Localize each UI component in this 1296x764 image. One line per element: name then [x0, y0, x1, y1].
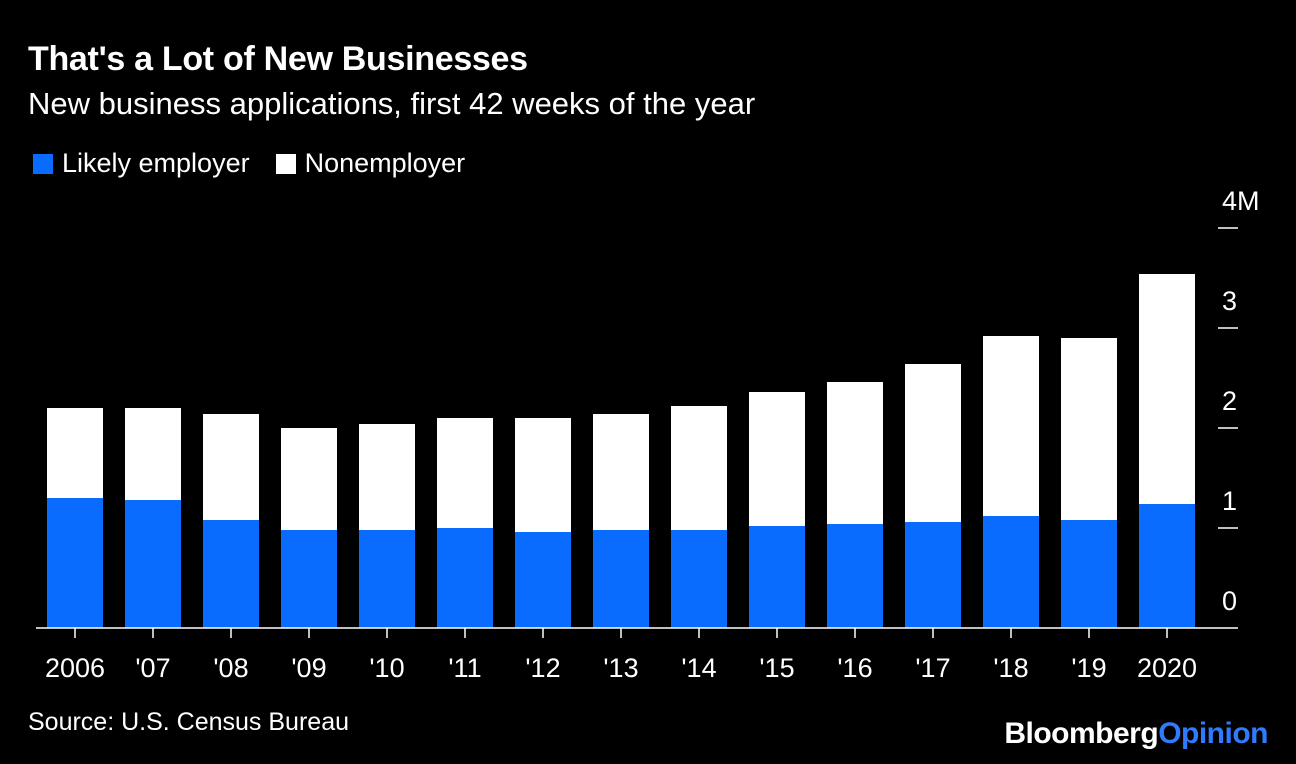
x-tick-label: '13: [603, 653, 638, 683]
bar-employer-4: [359, 530, 415, 628]
bar-nonemployer-8: [671, 406, 727, 530]
bar-employer-14: [1139, 504, 1195, 628]
bar-employer-9: [749, 526, 805, 628]
legend-label-nonemployer: Nonemployer: [304, 148, 466, 178]
x-tick-label: '10: [369, 653, 404, 683]
chart-subtitle: New business applications, first 42 week…: [28, 86, 756, 121]
x-tick-label: '07: [135, 653, 170, 683]
x-tick-label: '15: [759, 653, 794, 683]
bar-employer-2: [203, 520, 259, 628]
bar-nonemployer-3: [281, 428, 337, 530]
legend-item-nonemployer: Nonemployer: [275, 148, 466, 179]
bar-nonemployer-14: [1139, 274, 1195, 504]
x-tick-label: '09: [291, 653, 326, 683]
bar-nonemployer-6: [515, 418, 571, 532]
bar-employer-6: [515, 532, 571, 628]
x-tick-label: 2020: [1137, 653, 1197, 683]
bar-employer-8: [671, 530, 727, 628]
x-axis: 2006 '07 '08 '09 '10 '11 '12 '13 '14 '15 '16 '17 '18…: [36, 627, 1238, 683]
source-note: Source: U.S. Census Bureau: [28, 708, 349, 736]
bar-employer-0: [47, 498, 103, 628]
bar-employer-11: [905, 522, 961, 628]
bar-employer-7: [593, 530, 649, 628]
bar-nonemployer-7: [593, 414, 649, 530]
brand-accent: Opinion: [1158, 717, 1268, 750]
x-tick-label: '12: [525, 653, 560, 683]
x-tick-label: '08: [213, 653, 248, 683]
legend: Likely employer Nonemployer: [33, 148, 491, 179]
bar-employer-1: [125, 500, 181, 628]
bar-nonemployer-11: [905, 364, 961, 522]
y-tick-label: 4M: [1222, 186, 1260, 216]
bar-nonemployer-9: [749, 392, 805, 526]
x-tick-label: '17: [915, 653, 950, 683]
y-tick-label: 3: [1222, 286, 1237, 316]
x-tick-label: '18: [993, 653, 1028, 683]
chart-title: That's a Lot of New Businesses: [28, 40, 528, 78]
bar-nonemployer-4: [359, 424, 415, 530]
legend-item-employer: Likely employer: [33, 148, 250, 179]
x-tick-label: '14: [681, 653, 716, 683]
bar-nonemployer-5: [437, 418, 493, 528]
bar-nonemployer-13: [1061, 338, 1117, 520]
legend-swatch-employer: [33, 153, 53, 174]
bar-employer-5: [437, 528, 493, 628]
x-tick-label: 2006: [45, 653, 105, 683]
bar-nonemployer-0: [47, 408, 103, 498]
y-tick-label: 1: [1222, 486, 1237, 516]
y-axis: 0 1 2 3 4M: [1218, 186, 1260, 616]
brand-main: Bloomberg: [1004, 717, 1159, 750]
bar-nonemployer-10: [827, 382, 883, 524]
bar-nonemployer-2: [203, 414, 259, 520]
bar-employer-10: [827, 524, 883, 628]
bar-employer-13: [1061, 520, 1117, 628]
x-tick-label: '16: [837, 653, 872, 683]
bar-nonemployer-12: [983, 336, 1039, 516]
y-tick-label: 0: [1222, 586, 1237, 616]
x-tick-label: '19: [1071, 653, 1106, 683]
legend-label-employer: Likely employer: [62, 148, 250, 178]
y-tick-label: 2: [1222, 386, 1237, 416]
bar-nonemployer-1: [125, 408, 181, 500]
legend-swatch-nonemployer: [275, 153, 296, 174]
brand-logo: BloombergOpinion: [1004, 717, 1268, 751]
bar-employer-12: [983, 516, 1039, 628]
x-tick-label: '11: [448, 653, 481, 683]
bar-employer-3: [281, 530, 337, 628]
bars-group: [47, 274, 1195, 628]
